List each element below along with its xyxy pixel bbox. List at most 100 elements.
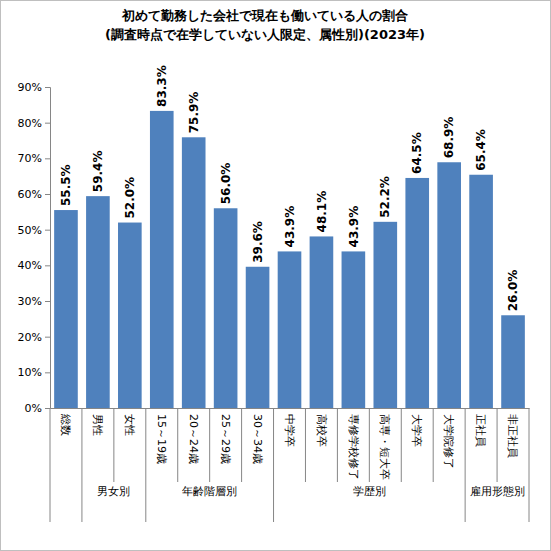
- y-tick-label: 70%: [18, 152, 42, 165]
- chart: 初めて勤務した会社で現在も働いている人の割合 (調査時点で在学していない人限定、属…: [0, 0, 551, 551]
- data-label: 26.0%: [506, 270, 520, 312]
- group-labels: 男女別年齢階層別学歴別雇用形態別: [97, 485, 524, 498]
- x-tick: 25～29歳: [219, 414, 232, 464]
- data-label: 43.9%: [347, 206, 361, 248]
- data-label: 52.0%: [123, 177, 137, 219]
- y-tick-label: 50%: [18, 224, 42, 237]
- x-tick-label: 15～19歳: [155, 414, 168, 464]
- group-label: 年齢階層別: [182, 485, 237, 498]
- separator: [241, 408, 242, 482]
- x-tick-label: 20～24歳: [187, 414, 200, 464]
- data-label: 83.3%: [155, 65, 169, 107]
- y-tick: 90%: [18, 81, 50, 94]
- x-tick: 15～19歳: [155, 414, 168, 464]
- x-tick: 大学卒: [410, 414, 423, 447]
- data-label: 75.9%: [187, 92, 201, 134]
- data-label: 65.4%: [474, 129, 488, 171]
- bar: [342, 251, 366, 408]
- y-tick: 10%: [18, 366, 50, 379]
- x-tick: 30～34歳: [251, 414, 264, 464]
- data-label: 56.0%: [219, 163, 233, 205]
- separator: [337, 408, 338, 482]
- y-tick: 50%: [18, 224, 50, 237]
- bar: [86, 196, 110, 408]
- bar: [437, 162, 461, 408]
- x-tick-label: 専修学校修了: [347, 414, 360, 480]
- separator: [369, 408, 370, 482]
- subtitle: (調査時点で在学していない人限定、属性別)(2023年): [105, 27, 425, 42]
- x-tick: 総数: [59, 413, 72, 436]
- separator: [113, 408, 114, 482]
- bar: [469, 175, 493, 408]
- y-tick-label: 40%: [18, 259, 42, 272]
- bar: [373, 222, 397, 408]
- category-separators: [50, 408, 529, 522]
- y-tick-mark: [45, 158, 50, 159]
- group-label: 男女別: [97, 485, 130, 498]
- separator: [145, 408, 146, 522]
- bar: [118, 223, 142, 408]
- x-tick-label: 女性: [123, 414, 136, 436]
- data-label: 39.6%: [251, 221, 265, 263]
- x-tick-label: 高校卒: [315, 414, 328, 447]
- y-tick: 80%: [18, 117, 50, 130]
- x-tick: 20～24歳: [187, 414, 200, 464]
- separator: [209, 408, 210, 482]
- x-tick: 高校卒: [315, 414, 328, 447]
- separator: [81, 408, 82, 522]
- y-tick: 0%: [25, 402, 50, 415]
- x-tick: 正社員: [474, 414, 487, 447]
- x-tick-label: 大学卒: [410, 414, 423, 447]
- x-tick: 女性: [123, 414, 136, 436]
- x-axis-line: [51, 408, 530, 409]
- y-tick-mark: [45, 230, 50, 231]
- bar: [310, 236, 334, 408]
- separator: [305, 408, 306, 482]
- data-label: 43.9%: [283, 206, 297, 248]
- y-tick-label: 10%: [18, 366, 42, 379]
- separator: [529, 408, 530, 522]
- title: 初めて勤務した会社で現在も働いている人の割合: [121, 8, 408, 23]
- x-tick: 中学卒: [283, 414, 296, 447]
- x-tick: 大学院修了: [442, 414, 455, 469]
- y-tick-label: 80%: [18, 117, 42, 130]
- y-tick: 70%: [18, 152, 50, 165]
- background: [1, 1, 551, 551]
- x-tick-label: 中学卒: [283, 414, 296, 447]
- data-label: 68.9%: [442, 117, 456, 159]
- x-tick-label: 30～34歳: [251, 414, 264, 464]
- y-tick-label: 0%: [25, 402, 42, 415]
- group-label: 学歴別: [353, 485, 386, 498]
- y-tick: 40%: [18, 259, 50, 272]
- bar: [214, 208, 238, 408]
- separator: [401, 408, 402, 482]
- data-label: 64.5%: [410, 132, 424, 174]
- y-tick-mark: [45, 265, 50, 266]
- y-tick: 20%: [18, 331, 50, 344]
- y-tick-label: 30%: [18, 295, 42, 308]
- x-axis: 総数男性女性15～19歳20～24歳25～29歳30～34歳中学卒高校卒専修学校…: [51, 409, 530, 481]
- separator: [177, 408, 178, 482]
- x-tick-label: 高専・短大卒: [378, 414, 391, 480]
- y-tick: 60%: [18, 188, 50, 201]
- x-tick: 高専・短大卒: [378, 414, 391, 480]
- y-tick-mark: [45, 372, 50, 373]
- separator: [273, 408, 274, 522]
- bar: [54, 210, 78, 408]
- x-tick-label: 非正社員: [506, 414, 519, 458]
- bar: [278, 251, 302, 408]
- x-tick-label: 総数: [59, 413, 72, 436]
- y-tick-mark: [45, 408, 50, 409]
- x-tick-label: 正社員: [474, 414, 487, 447]
- y-tick-label: 60%: [18, 188, 42, 201]
- y-tick-label: 90%: [18, 81, 42, 94]
- bar: [246, 267, 270, 408]
- bars: [54, 111, 525, 408]
- separator: [465, 408, 466, 522]
- separator: [497, 408, 498, 482]
- y-axis-line: [45, 88, 51, 409]
- data-label: 55.5%: [59, 164, 73, 206]
- bar: [405, 178, 429, 408]
- data-labels: 55.5%59.4%52.0%83.3%75.9%56.0%39.6%43.9%…: [59, 65, 520, 311]
- x-tick: 非正社員: [506, 414, 519, 458]
